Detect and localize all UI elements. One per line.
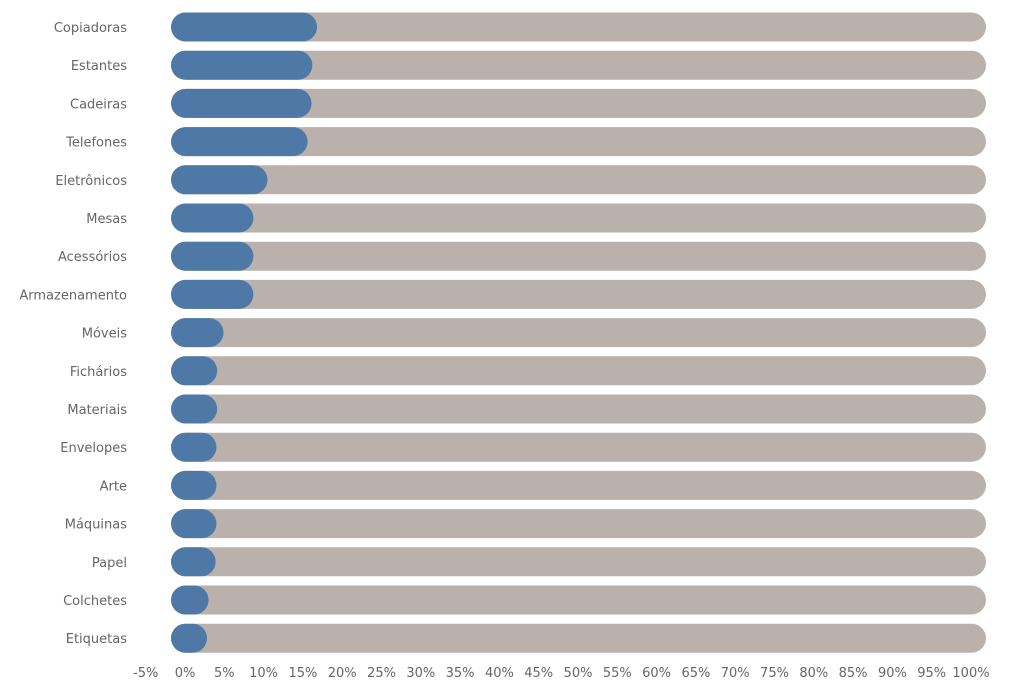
background-bar — [171, 394, 986, 424]
background-bar — [171, 509, 986, 539]
x-tick-label: 35% — [446, 666, 475, 681]
category-label: Papel — [92, 556, 127, 571]
category-label: Materiais — [67, 403, 127, 418]
x-tick-label: 95% — [917, 666, 946, 681]
x-tick-label: -5% — [133, 666, 158, 681]
value-bar — [171, 279, 254, 309]
x-tick-label: 5% — [214, 666, 235, 681]
category-label: Envelopes — [60, 441, 127, 456]
x-tick-label: 45% — [524, 666, 553, 681]
value-bar — [171, 585, 209, 615]
category-label: Copiadoras — [54, 21, 127, 36]
category-label: Eletrônicos — [55, 174, 127, 189]
x-axis-ticks: -5% 0% 5% 10% 15% 20% 25% 30% 35% 40% 45% 50% 55% 60%… — [133, 666, 990, 681]
value-bar — [171, 547, 216, 577]
category-label: Armazenamento — [19, 288, 127, 303]
value-bar — [171, 127, 308, 157]
x-tick-label: 60% — [642, 666, 671, 681]
value-bar — [171, 470, 217, 500]
value-bar — [171, 356, 218, 386]
x-tick-label: 15% — [288, 666, 317, 681]
x-tick-label: 40% — [485, 666, 514, 681]
value-bar — [171, 318, 224, 348]
background-bar — [171, 165, 986, 195]
x-tick-label: 50% — [564, 666, 593, 681]
x-tick-label: 20% — [328, 666, 357, 681]
value-bar — [171, 50, 313, 80]
x-tick-label: 30% — [406, 666, 435, 681]
background-bar — [171, 127, 986, 157]
background-bar — [171, 318, 986, 348]
category-label: Móveis — [82, 327, 127, 342]
value-bar — [171, 12, 318, 42]
background-bar — [171, 241, 986, 271]
background-bars — [171, 12, 986, 653]
value-bars — [171, 12, 318, 653]
background-bar — [171, 432, 986, 462]
x-tick-label: 70% — [721, 666, 750, 681]
x-tick-label: 75% — [760, 666, 789, 681]
category-label: Cadeiras — [70, 97, 127, 112]
x-tick-label: 80% — [799, 666, 828, 681]
background-bar — [171, 203, 986, 233]
x-tick-label: 0% — [175, 666, 196, 681]
value-bar — [171, 241, 254, 271]
background-bar — [171, 623, 986, 653]
category-label: Colchetes — [63, 594, 127, 609]
value-bar — [171, 203, 254, 233]
category-label: Etiquetas — [66, 632, 127, 647]
x-tick-label: 10% — [249, 666, 278, 681]
category-label: Máquinas — [65, 518, 127, 533]
x-tick-label: 100% — [952, 666, 989, 681]
background-bar — [171, 279, 986, 309]
category-label: Arte — [100, 479, 127, 494]
background-bar — [171, 12, 986, 42]
background-bar — [171, 88, 986, 118]
value-bar — [171, 88, 312, 118]
category-label: Fichários — [70, 365, 127, 380]
category-label: Telefones — [65, 136, 127, 151]
x-tick-label: 90% — [878, 666, 907, 681]
value-bar — [171, 623, 208, 653]
background-bar — [171, 585, 986, 615]
background-bar — [171, 50, 986, 80]
x-tick-label: 25% — [367, 666, 396, 681]
background-bar — [171, 356, 986, 386]
value-bar — [171, 394, 218, 424]
category-labels: Copiadoras Estantes Cadeiras Telefones Eletr… — [19, 21, 127, 647]
category-label: Acessórios — [58, 250, 127, 265]
x-tick-label: 85% — [839, 666, 868, 681]
category-label: Estantes — [71, 59, 127, 74]
background-bar — [171, 547, 986, 577]
value-bar — [171, 509, 217, 539]
category-label: Mesas — [86, 212, 127, 227]
x-tick-label: 55% — [603, 666, 632, 681]
value-bar — [171, 165, 268, 195]
background-bar — [171, 470, 986, 500]
value-bar — [171, 432, 217, 462]
x-tick-label: 65% — [681, 666, 710, 681]
